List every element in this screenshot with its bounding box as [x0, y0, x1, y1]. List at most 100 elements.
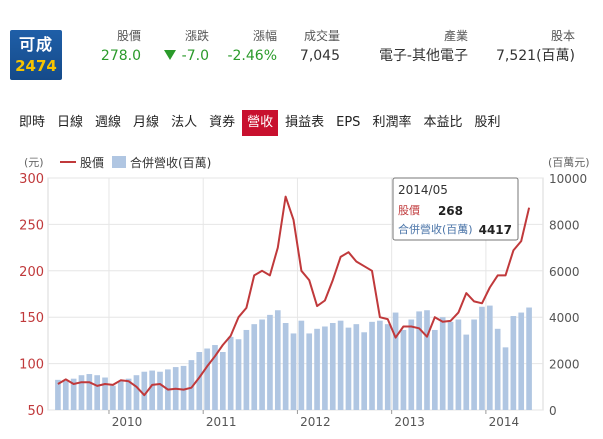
- revenue-bar-26: [259, 319, 265, 410]
- revenue-bar-31: [298, 320, 305, 410]
- industry-value: 電子-其他電子: [378, 48, 468, 64]
- y-left-unit: (元): [24, 156, 44, 169]
- chart-axes: 50 100 150 200 250 300 0 2000 4000 6000 8000 10000 (…: [19, 156, 589, 429]
- revenue-bar-29: [282, 323, 289, 410]
- y-right-tick-2: 4000: [549, 311, 580, 325]
- tab-10[interactable]: 本益比: [423, 115, 463, 130]
- stock-name: 可成: [18, 35, 53, 54]
- change-column: 漲跌 -7.0: [163, 28, 209, 66]
- revenue-bar-55: [486, 305, 493, 410]
- revenue-bar-19: [204, 348, 210, 410]
- price-column: 股價 278.0: [101, 28, 141, 66]
- revenue-bar-39: [361, 332, 367, 410]
- revenue-bar-51: [455, 319, 462, 410]
- y-right-tick-3: 6000: [549, 265, 580, 279]
- x-tick-2: 2012: [300, 415, 331, 429]
- y-left-tick-3: 200: [19, 265, 44, 280]
- tab-0[interactable]: 即時: [19, 115, 46, 130]
- y-left-tick-5: 300: [19, 172, 44, 187]
- revenue-bar-59: [518, 312, 525, 410]
- change-value-wrap: -7.0: [163, 46, 209, 66]
- revenue-bar-20: [212, 345, 218, 410]
- y-left-tick-4: 250: [19, 218, 44, 233]
- x-tick-1: 2011: [206, 415, 237, 429]
- revenue-bar-32: [306, 333, 313, 410]
- tooltip-price-label: 股價: [398, 203, 420, 217]
- pct-column: 漲幅 -2.46%: [227, 28, 277, 66]
- capital-value: 7,521(百萬): [495, 48, 575, 64]
- revenue-bar-42: [384, 324, 391, 410]
- revenue-bar-5: [94, 375, 101, 410]
- y-left-tick-1: 100: [19, 358, 44, 373]
- revenue-bar-46: [416, 311, 422, 410]
- revenue-bar-48: [432, 329, 438, 410]
- y-right-tick-4: 8000: [549, 218, 580, 232]
- revenue-bar-16: [180, 365, 187, 410]
- revenue-bar-44: [400, 329, 407, 410]
- revenue-bar-33: [314, 328, 320, 410]
- tab-2[interactable]: 週線: [95, 115, 122, 130]
- industry-label: 產業: [443, 29, 468, 43]
- change-label: 漲跌: [184, 29, 209, 43]
- tab-6[interactable]: 營收: [242, 110, 279, 136]
- revenue-bar-35: [329, 323, 336, 410]
- x-tick-0: 2010: [112, 415, 143, 429]
- revenue-bar-13: [157, 371, 163, 410]
- tooltip-date: 2014/05: [398, 183, 448, 197]
- down-arrow-icon: [163, 50, 176, 60]
- y-right-tick-1: 2000: [549, 358, 580, 372]
- revenue-bar-56: [494, 328, 501, 410]
- revenue-bar-49: [439, 317, 446, 410]
- tab-8[interactable]: EPS: [336, 115, 361, 130]
- revenue-bar-50: [447, 321, 454, 410]
- revenue-bar-6: [102, 377, 108, 410]
- pct-value: -2.46%: [227, 48, 277, 64]
- revenue-bar-23: [235, 339, 242, 410]
- tab-5[interactable]: 資券: [209, 115, 236, 130]
- legend-price-label: 股價: [80, 156, 104, 170]
- revenue-bar-3: [78, 375, 85, 410]
- revenue-bar-17: [188, 360, 195, 410]
- tab-11[interactable]: 股利: [474, 115, 501, 130]
- revenue-bar-53: [471, 319, 477, 410]
- chart-legend: 股價 合併營收(百萬): [60, 155, 211, 170]
- y-right-tick-0: 0: [549, 404, 557, 418]
- revenue-bar-24: [243, 329, 250, 410]
- tab-4[interactable]: 法人: [171, 115, 198, 130]
- chart-tooltip: 2014/05 股價 268 合併營收(百萬) 4417: [392, 177, 519, 241]
- tooltip-revenue-label: 合併營收(百萬): [398, 222, 473, 236]
- revenue-bar-30: [290, 333, 297, 410]
- revenue-price-chart: 50 100 150 200 250 300 0 2000 4000 6000 8000 10000 (…: [0, 148, 603, 439]
- volume-column: 成交量 7,045: [300, 28, 340, 66]
- tooltip-price-value: 268: [438, 204, 463, 218]
- stock-code: 2474: [15, 57, 57, 75]
- capital-column: 股本 7,521(百萬): [496, 28, 575, 66]
- volume-label: 成交量: [303, 29, 340, 43]
- tooltip-box: [392, 177, 519, 241]
- revenue-bar-43: [392, 312, 399, 410]
- chart-tabs: 即時 日線 週線 月線 法人 資券 營收 損益表 EPS 利潤率 本益比 股利: [14, 110, 507, 136]
- revenue-bar-8: [117, 381, 124, 410]
- tab-7[interactable]: 損益表: [285, 115, 325, 130]
- revenue-bar-60: [526, 307, 532, 410]
- revenue-bar-9: [125, 378, 132, 410]
- revenue-bar-47: [424, 310, 430, 410]
- revenue-bar-27: [267, 314, 273, 410]
- revenue-bar-45: [408, 319, 415, 410]
- price-line: [57, 195, 531, 397]
- price-label: 股價: [116, 29, 141, 43]
- revenue-bar-52: [463, 334, 470, 410]
- tab-9[interactable]: 利潤率: [372, 115, 412, 130]
- change-value: -7.0: [181, 48, 209, 64]
- chart-svg: 50 100 150 200 250 300 0 2000 4000 6000 8000 10000 (…: [19, 155, 589, 429]
- x-tick-4: 2014: [489, 415, 520, 429]
- revenue-bar-21: [220, 352, 226, 410]
- tab-3[interactable]: 月線: [133, 115, 160, 130]
- legend-revenue-swatch: [112, 156, 126, 168]
- tab-1[interactable]: 日線: [57, 115, 84, 130]
- revenue-bar-22: [227, 336, 234, 410]
- revenue-bar-57: [502, 347, 509, 410]
- x-tick-3: 2013: [394, 415, 425, 429]
- volume-value: 7,045: [299, 48, 340, 64]
- y-right-unit: (百萬元): [548, 156, 590, 169]
